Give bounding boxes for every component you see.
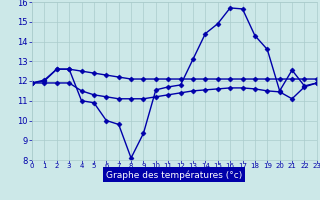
X-axis label: Graphe des températures (°c): Graphe des températures (°c) [106, 170, 243, 180]
